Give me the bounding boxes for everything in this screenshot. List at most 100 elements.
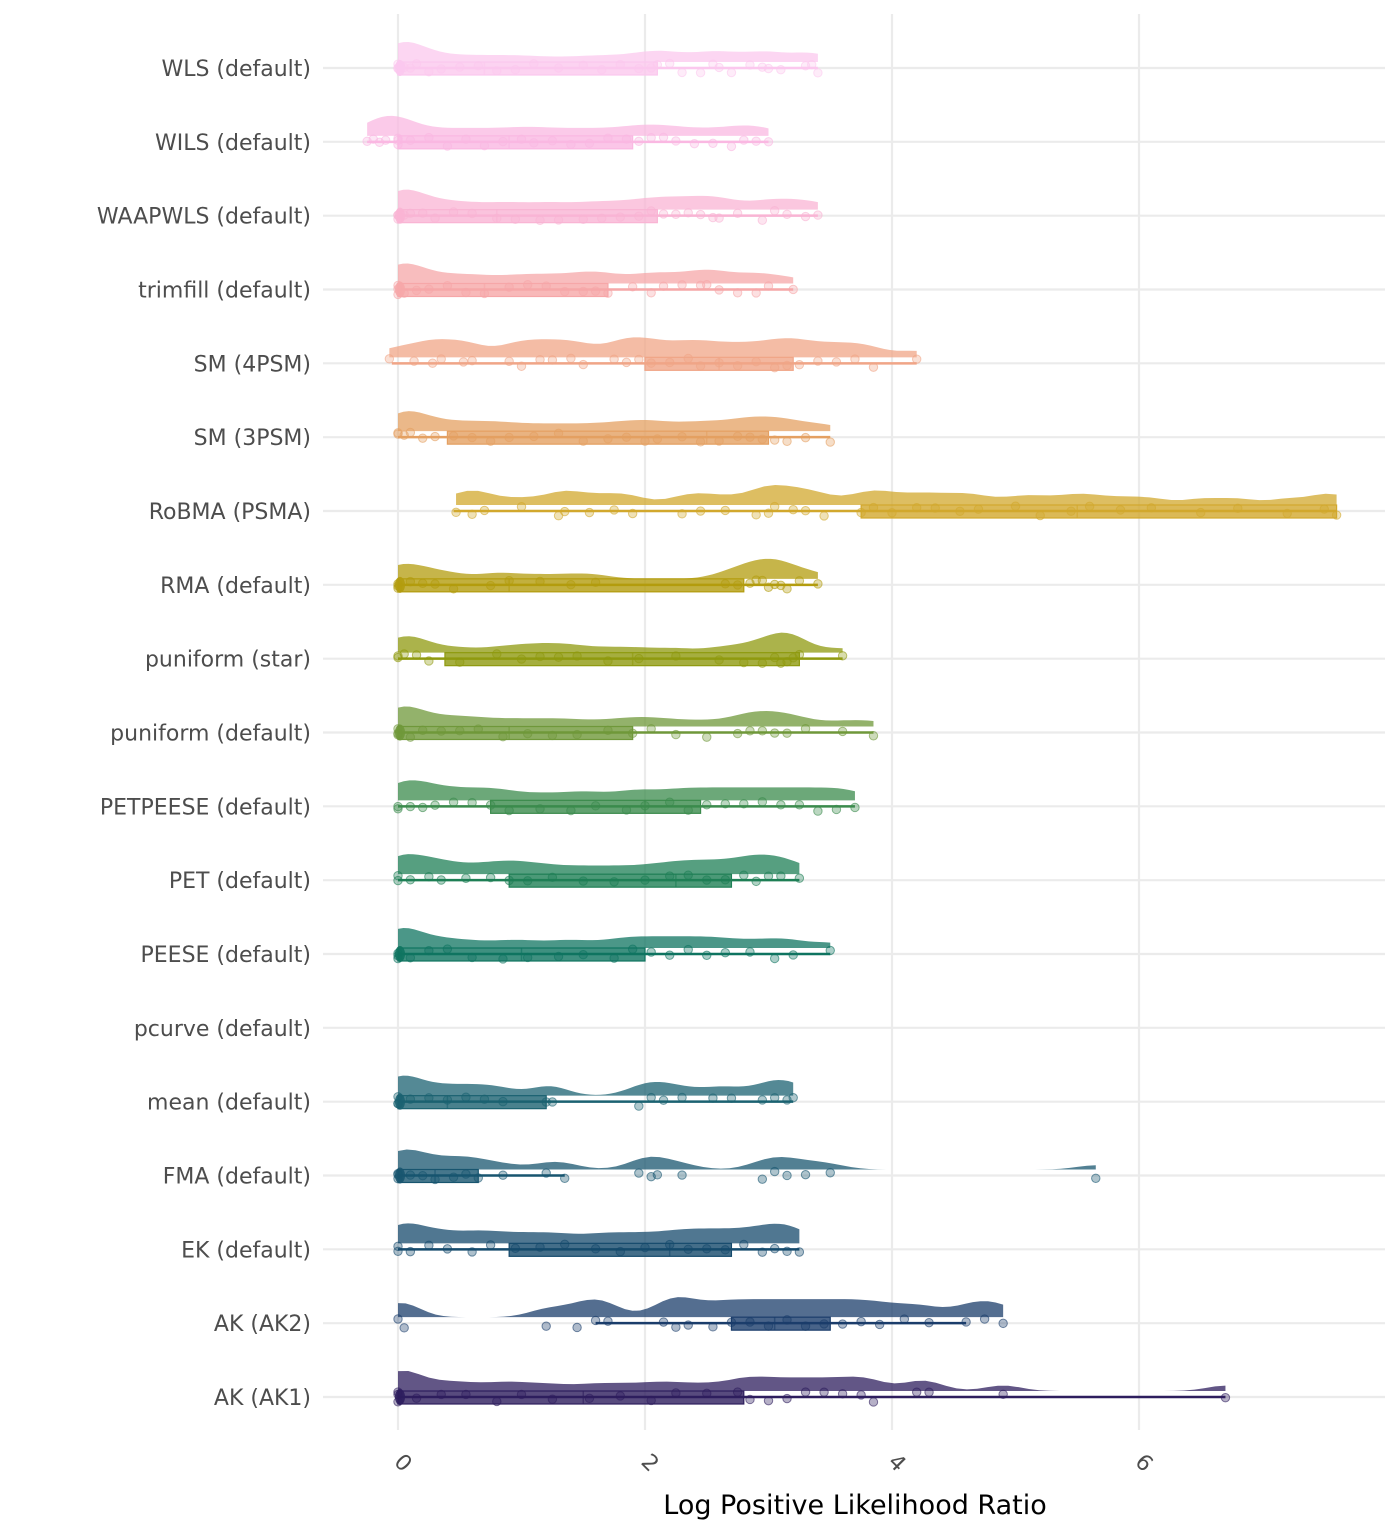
series-group bbox=[393, 189, 823, 226]
data-point bbox=[627, 282, 638, 292]
data-point bbox=[776, 871, 786, 881]
data-point bbox=[819, 1319, 829, 1329]
data-point bbox=[788, 1092, 798, 1103]
data-point bbox=[578, 950, 588, 960]
data-point bbox=[603, 1316, 613, 1326]
data-point bbox=[529, 431, 539, 442]
data-point bbox=[800, 724, 811, 734]
series-group bbox=[393, 1223, 805, 1257]
series-group bbox=[393, 263, 798, 300]
data-point bbox=[708, 1093, 718, 1103]
y-axis-label: WILS (default) bbox=[155, 131, 311, 156]
data-point bbox=[492, 1396, 502, 1407]
data-point bbox=[547, 1097, 558, 1107]
data-point bbox=[424, 1240, 434, 1251]
data-point bbox=[627, 944, 638, 954]
data-point bbox=[399, 649, 409, 659]
zero-cluster bbox=[395, 724, 405, 741]
data-point bbox=[924, 1387, 934, 1397]
data-point bbox=[640, 801, 650, 811]
data-point bbox=[442, 141, 453, 151]
data-point bbox=[671, 651, 681, 661]
data-point bbox=[646, 724, 656, 734]
data-point bbox=[430, 213, 440, 223]
data-point bbox=[732, 580, 743, 590]
data-point bbox=[578, 286, 588, 297]
x-axis-ticks: 0 2 4 6 bbox=[389, 1450, 1158, 1478]
data-point bbox=[671, 1322, 681, 1332]
box bbox=[860, 504, 1338, 519]
data-point bbox=[745, 60, 755, 70]
data-point bbox=[516, 361, 527, 371]
data-point bbox=[769, 362, 780, 373]
data-point bbox=[590, 801, 601, 811]
data-point bbox=[609, 354, 619, 364]
data-point bbox=[535, 576, 545, 587]
data-point bbox=[516, 502, 527, 512]
data-point bbox=[683, 1320, 693, 1330]
data-point bbox=[1319, 504, 1329, 514]
marks-layer bbox=[362, 42, 1342, 1407]
data-point bbox=[788, 950, 798, 960]
data-point bbox=[566, 579, 576, 590]
data-point bbox=[998, 1318, 1008, 1329]
box bbox=[397, 725, 634, 741]
data-point bbox=[479, 1094, 490, 1104]
data-point bbox=[535, 804, 545, 814]
data-point bbox=[553, 951, 564, 962]
y-axis-label: puniform (default) bbox=[110, 722, 311, 747]
data-point bbox=[769, 1093, 780, 1103]
data-point bbox=[763, 281, 774, 291]
data-point bbox=[566, 353, 576, 364]
data-point bbox=[695, 437, 706, 447]
data-point bbox=[627, 508, 638, 519]
data-point bbox=[1010, 501, 1021, 511]
series-group bbox=[393, 1297, 1008, 1333]
data-point bbox=[702, 1388, 712, 1399]
data-point bbox=[726, 141, 737, 152]
data-point bbox=[665, 797, 675, 807]
data-point bbox=[504, 805, 514, 816]
data-point bbox=[492, 66, 502, 76]
data-point bbox=[782, 1246, 792, 1257]
data-point bbox=[751, 288, 761, 298]
data-point bbox=[455, 62, 465, 72]
data-point bbox=[695, 209, 706, 220]
data-point bbox=[757, 726, 768, 736]
data-point bbox=[418, 433, 428, 443]
density-cloud bbox=[398, 706, 874, 727]
data-point bbox=[825, 1168, 835, 1178]
series-group bbox=[393, 928, 835, 964]
data-point bbox=[658, 1095, 669, 1105]
data-point bbox=[751, 136, 761, 146]
data-point bbox=[720, 505, 730, 516]
data-point bbox=[541, 1168, 551, 1178]
data-point bbox=[732, 431, 743, 442]
data-point bbox=[732, 208, 743, 219]
data-point bbox=[677, 280, 687, 290]
data-point bbox=[745, 1394, 755, 1405]
data-point bbox=[560, 1239, 570, 1250]
data-point bbox=[467, 952, 477, 963]
data-point bbox=[646, 288, 656, 298]
data-point bbox=[800, 1169, 811, 1180]
data-point bbox=[763, 508, 774, 518]
data-point bbox=[788, 504, 798, 515]
data-point bbox=[498, 1170, 508, 1180]
y-axis-label: EK (default) bbox=[181, 1238, 311, 1263]
data-point bbox=[578, 60, 588, 71]
data-point bbox=[745, 726, 755, 736]
data-point bbox=[757, 215, 768, 225]
density-cloud bbox=[398, 558, 818, 579]
data-point bbox=[671, 729, 681, 740]
data-point bbox=[418, 1170, 428, 1181]
data-point bbox=[794, 1247, 805, 1257]
zero-cluster bbox=[395, 946, 405, 962]
density-cloud bbox=[456, 485, 1337, 505]
data-point bbox=[769, 206, 780, 216]
data-point bbox=[665, 950, 675, 960]
data-point bbox=[492, 213, 502, 224]
data-point bbox=[634, 136, 644, 147]
data-point bbox=[769, 435, 780, 445]
data-point bbox=[584, 507, 595, 518]
